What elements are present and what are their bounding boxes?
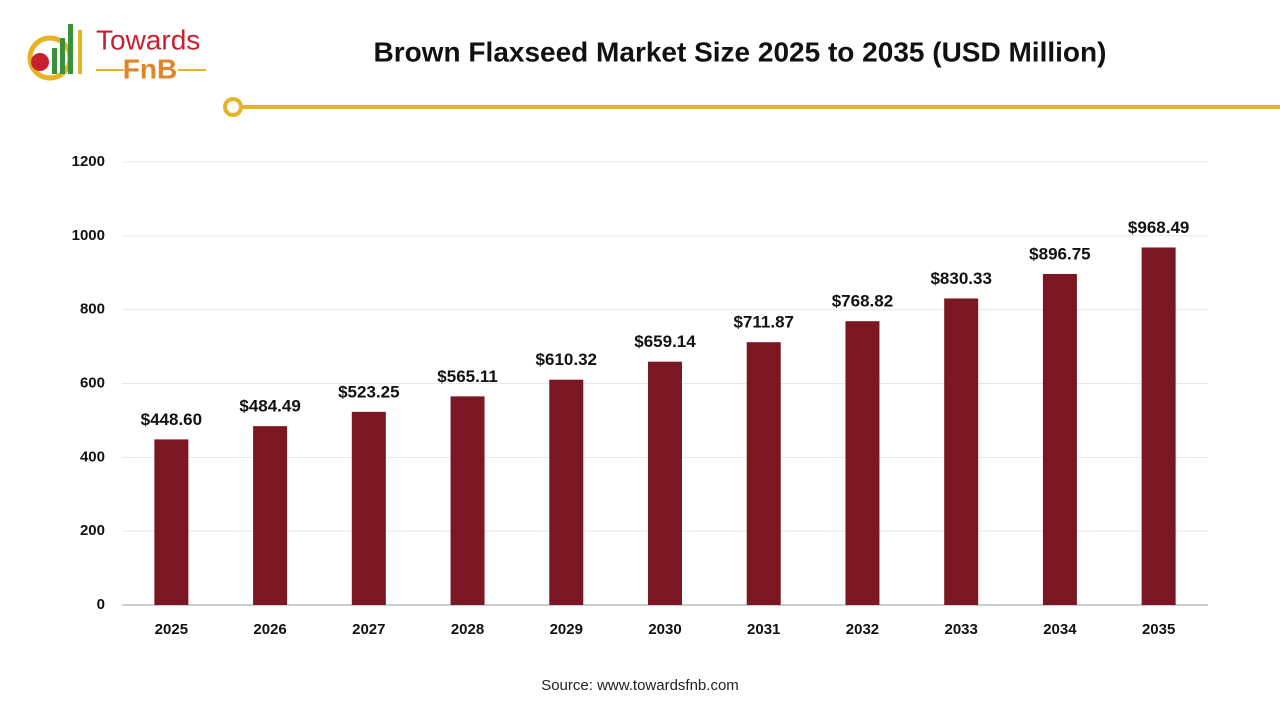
value-label: $523.25 [338, 382, 399, 401]
logo-bar [52, 48, 57, 74]
x-tick-label: 2035 [1142, 621, 1175, 638]
logo-bar [60, 38, 65, 74]
x-tick-label: 2032 [846, 621, 879, 638]
value-label: $565.11 [437, 367, 498, 386]
value-label: $711.87 [733, 313, 794, 332]
bar [154, 439, 189, 605]
x-tick-label: 2033 [944, 621, 977, 638]
bar [253, 426, 288, 605]
bar [746, 342, 781, 605]
bar [450, 396, 485, 605]
value-label: $610.32 [536, 350, 597, 369]
y-tick-label: 800 [80, 301, 105, 318]
logo-text: FnB [123, 53, 177, 84]
bar [549, 379, 584, 605]
x-tick-label: 2025 [155, 621, 188, 638]
y-tick-label: 600 [80, 374, 105, 391]
value-label: $830.33 [930, 269, 991, 288]
y-tick-label: 0 [97, 596, 105, 613]
y-tick-label: 1200 [72, 153, 105, 170]
logo-dot [31, 53, 49, 71]
logo-bar [68, 24, 73, 74]
logo-text: Towards [96, 24, 200, 55]
source: Source: www.towardsfnb.com [541, 677, 739, 694]
value-label: $968.49 [1128, 218, 1189, 237]
x-tick-label: 2034 [1043, 621, 1077, 638]
bar [1042, 273, 1077, 605]
x-tick-label: 2031 [747, 621, 780, 638]
value-label: $484.49 [239, 397, 300, 416]
title-rule-dot [223, 97, 243, 117]
bar [944, 298, 979, 605]
value-label: $896.75 [1029, 244, 1090, 263]
value-label: $448.60 [141, 410, 202, 429]
x-tick-label: 2026 [253, 621, 286, 638]
bar [1141, 247, 1176, 606]
value-label: $768.82 [832, 292, 893, 311]
bar [351, 411, 386, 605]
x-tick-label: 2028 [451, 621, 484, 638]
bar [845, 321, 880, 605]
y-tick-label: 1000 [72, 227, 105, 244]
chart-title: Brown Flaxseed Market Size 2025 to 2035 … [374, 36, 1107, 67]
bar [648, 361, 682, 605]
logo: Towards FnB [27, 24, 206, 84]
value-label: $659.14 [634, 332, 696, 351]
y-tick-label: 400 [80, 448, 105, 465]
y-tick-label: 200 [80, 522, 105, 539]
x-tick-label: 2027 [352, 621, 385, 638]
x-tick-label: 2030 [648, 621, 681, 638]
x-tick-label: 2029 [550, 621, 583, 638]
